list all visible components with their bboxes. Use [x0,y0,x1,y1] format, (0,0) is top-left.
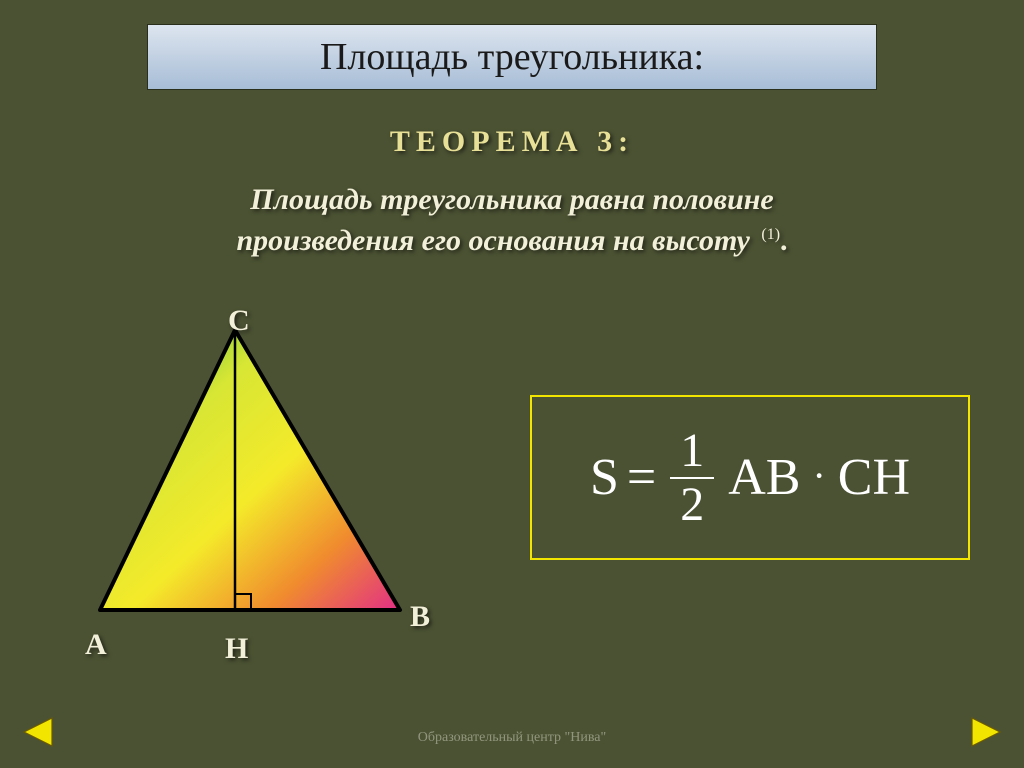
theorem-label: ТЕОРЕМА 3: [0,125,1024,159]
formula-term1: AB [728,448,800,507]
vertex-label-h: H [225,632,248,666]
footer-text: Образовательный центр "Нива" [0,730,1024,746]
fraction-num: 1 [670,425,714,477]
statement-dot: . [780,224,788,257]
vertex-label-b: B [410,600,430,634]
next-slide-button[interactable] [964,710,1008,754]
triangle-svg [70,310,450,650]
fraction-den: 2 [670,479,714,531]
formula-fraction: 1 2 [670,425,714,531]
statement-line1: Площадь треугольника равна половине [250,183,773,216]
vertex-label-a: A [85,628,107,662]
statement-superscript: (1) [761,226,780,243]
slide: Площадь треугольника: ТЕОРЕМА 3: Площадь… [0,0,1024,768]
slide-title-text: Площадь треугольника: [320,36,704,78]
formula-box: S = 1 2 AB · CH [530,395,970,560]
theorem-statement: Площадь треугольника равна половине прои… [70,180,954,261]
statement-line2: произведения его основания на высоту [236,224,749,257]
formula-term2: CH [838,448,910,507]
triangle-diagram: C A B H [70,310,450,650]
multiply-dot-icon: · [812,452,825,499]
prev-slide-button[interactable] [16,710,60,754]
triangle-shape [100,330,400,610]
arrow-right-icon [966,712,1006,752]
formula-lhs: S [590,448,619,507]
area-formula: S = 1 2 AB · CH [590,425,910,531]
formula-eq: = [627,448,656,507]
vertex-label-c: C [228,304,250,338]
slide-title-banner: Площадь треугольника: [147,24,877,90]
arrow-left-icon [18,712,58,752]
